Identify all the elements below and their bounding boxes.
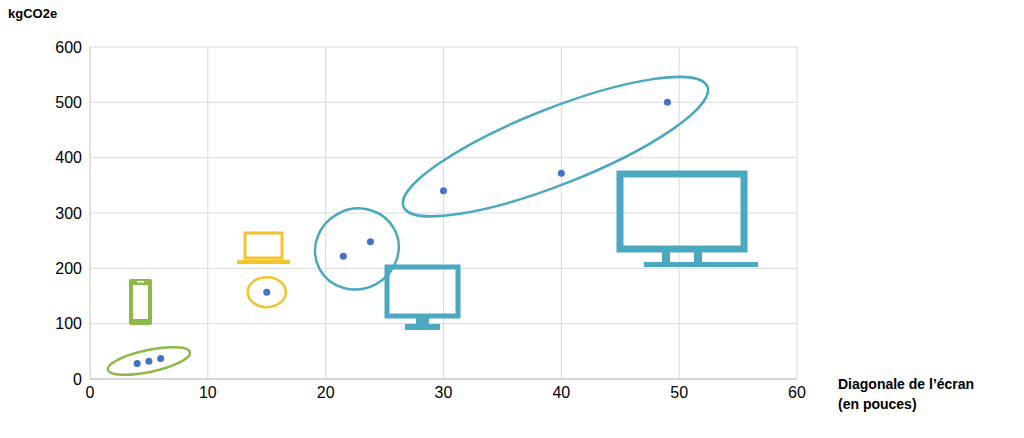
svg-text:600: 600: [55, 39, 82, 56]
svg-text:200: 200: [55, 260, 82, 277]
svg-text:20: 20: [317, 384, 335, 401]
svg-text:30: 30: [435, 384, 453, 401]
svg-text:300: 300: [55, 205, 82, 222]
svg-text:0: 0: [73, 371, 82, 388]
svg-text:0: 0: [86, 384, 95, 401]
svg-text:50: 50: [670, 384, 688, 401]
svg-text:100: 100: [55, 315, 82, 332]
svg-text:60: 60: [788, 384, 806, 401]
svg-text:10: 10: [199, 384, 217, 401]
svg-text:400: 400: [55, 149, 82, 166]
svg-text:500: 500: [55, 94, 82, 111]
svg-text:kgCO2e: kgCO2e: [8, 8, 57, 21]
svg-text:(en pouces): (en pouces): [838, 396, 917, 412]
svg-text:Diagonale de l’écran: Diagonale de l’écran: [838, 376, 974, 392]
svg-text:40: 40: [552, 384, 570, 401]
